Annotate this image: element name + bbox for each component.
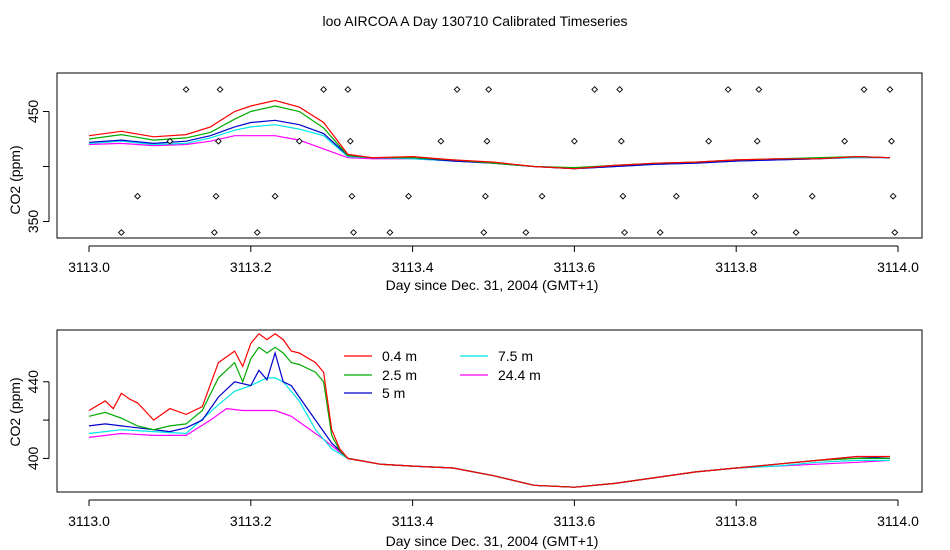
diamond-marker bbox=[253, 229, 261, 236]
top-series-line-0 bbox=[88, 99, 890, 170]
legend-label-2: 5 m bbox=[382, 385, 405, 401]
top-x-tick-label: 3114.0 bbox=[877, 259, 919, 275]
diamond-marker bbox=[386, 229, 394, 236]
diamond-marker bbox=[753, 137, 761, 145]
diamond-marker bbox=[891, 229, 899, 236]
diamond-marker bbox=[750, 229, 758, 236]
figure-title: loo AIRCOA A Day 130710 Calibrated Times… bbox=[322, 13, 627, 29]
bottom-x-axis: 3113.0 3113.2 3113.4 3113.6 3113.8 3114.0 bbox=[68, 499, 919, 529]
diamond-marker bbox=[705, 137, 713, 145]
bottom-x-tick-label: 3114.0 bbox=[877, 513, 919, 529]
diamond-marker bbox=[134, 192, 141, 200]
top-x-tick-label: 3113.2 bbox=[230, 259, 272, 275]
top-x-tick-label: 3113.4 bbox=[392, 259, 434, 275]
diamond-marker bbox=[888, 137, 895, 145]
diamond-marker bbox=[570, 137, 578, 145]
diamond-marker bbox=[182, 86, 190, 93]
diamond-marker bbox=[212, 192, 220, 200]
bottom-plot-frame bbox=[56, 329, 923, 493]
bottom-series-line-0 bbox=[88, 332, 890, 488]
diamond-marker bbox=[483, 137, 491, 145]
top-x-axis: 3113.0 3113.2 3113.4 3113.6 3113.8 3114.0 bbox=[68, 245, 919, 275]
top-y-tick-label: 450 bbox=[25, 100, 41, 124]
diamond-marker bbox=[808, 192, 816, 200]
diamond-marker bbox=[619, 192, 627, 200]
diamond-marker bbox=[752, 192, 760, 200]
bottom-series-lines bbox=[88, 332, 890, 488]
top-x-tick-label: 3113.8 bbox=[715, 259, 757, 275]
legend-label-1: 2.5 m bbox=[382, 367, 417, 383]
legend-label-0: 0.4 m bbox=[382, 348, 417, 364]
diamond-marker bbox=[724, 86, 732, 93]
bottom-y-tick-label: 440 bbox=[25, 370, 41, 394]
top-plot-frame bbox=[56, 72, 923, 239]
diamond-marker bbox=[346, 137, 354, 145]
diamond-marker bbox=[591, 86, 599, 93]
diamond-marker bbox=[480, 229, 488, 236]
top-x-tick-label: 3113.0 bbox=[68, 259, 110, 275]
diamond-marker bbox=[216, 86, 224, 93]
top-y-axis: 350 450 bbox=[25, 100, 50, 234]
diamond-marker bbox=[215, 137, 222, 145]
diamond-marker bbox=[616, 86, 624, 93]
top-markers bbox=[117, 86, 899, 236]
diamond-marker bbox=[348, 192, 356, 200]
bottom-x-tick-label: 3113.4 bbox=[392, 513, 434, 529]
diamond-marker bbox=[617, 137, 625, 145]
diamond-marker bbox=[889, 192, 897, 200]
diamond-marker bbox=[210, 229, 218, 236]
top-panel: 3113.0 3113.2 3113.4 3113.6 3113.8 3114.0 350… bbox=[7, 72, 923, 293]
diamond-marker bbox=[320, 86, 328, 93]
top-series-line-1 bbox=[88, 105, 890, 169]
diamond-marker bbox=[344, 86, 352, 93]
diamond-marker bbox=[481, 192, 489, 200]
bottom-x-tick-label: 3113.2 bbox=[230, 513, 272, 529]
diamond-marker bbox=[166, 137, 174, 145]
bottom-x-tick-label: 3113.8 bbox=[715, 513, 757, 529]
bottom-y-axis: 400 440 bbox=[25, 370, 50, 471]
diamond-marker bbox=[295, 137, 303, 145]
bottom-x-tick-label: 3113.0 bbox=[68, 513, 110, 529]
top-y-axis-label: CO2 (ppm) bbox=[7, 145, 23, 214]
diamond-marker bbox=[886, 86, 894, 93]
diamond-marker bbox=[271, 192, 279, 200]
diamond-marker bbox=[453, 86, 461, 93]
legend-label-3: 7.5 m bbox=[498, 348, 533, 364]
diamond-marker bbox=[841, 137, 849, 145]
diamond-marker bbox=[522, 229, 530, 236]
top-x-tick-label: 3113.6 bbox=[554, 259, 596, 275]
diamond-marker bbox=[792, 229, 800, 236]
diamond-marker bbox=[437, 137, 445, 145]
bottom-y-axis-label: CO2 (ppm) bbox=[7, 377, 23, 446]
diamond-marker bbox=[350, 229, 357, 236]
diamond-marker bbox=[860, 86, 868, 93]
legend-label-4: 24.4 m bbox=[498, 367, 541, 383]
top-series-lines bbox=[88, 99, 890, 170]
bottom-series-line-2 bbox=[88, 350, 890, 488]
diamond-marker bbox=[538, 192, 546, 200]
diamond-marker bbox=[755, 86, 763, 93]
legend: 0.4 m 2.5 m 5 m 7.5 m 24.4 m bbox=[344, 348, 541, 401]
bottom-x-axis-label: Day since Dec. 31, 2004 (GMT+1) bbox=[386, 533, 599, 549]
bottom-series-line-3 bbox=[88, 377, 890, 488]
bottom-x-tick-label: 3113.6 bbox=[554, 513, 596, 529]
diamond-marker bbox=[117, 229, 125, 236]
diamond-marker bbox=[621, 229, 628, 236]
diamond-marker bbox=[485, 86, 493, 93]
diamond-marker bbox=[672, 192, 680, 200]
bottom-panel: 3113.0 3113.2 3113.4 3113.6 3113.8 3114.0 400… bbox=[7, 329, 923, 549]
bottom-y-tick-label: 400 bbox=[25, 447, 41, 471]
top-x-axis-label: Day since Dec. 31, 2004 (GMT+1) bbox=[386, 277, 599, 293]
diamond-marker bbox=[656, 229, 664, 236]
top-y-tick-label: 350 bbox=[25, 210, 41, 234]
diamond-marker bbox=[405, 192, 412, 200]
